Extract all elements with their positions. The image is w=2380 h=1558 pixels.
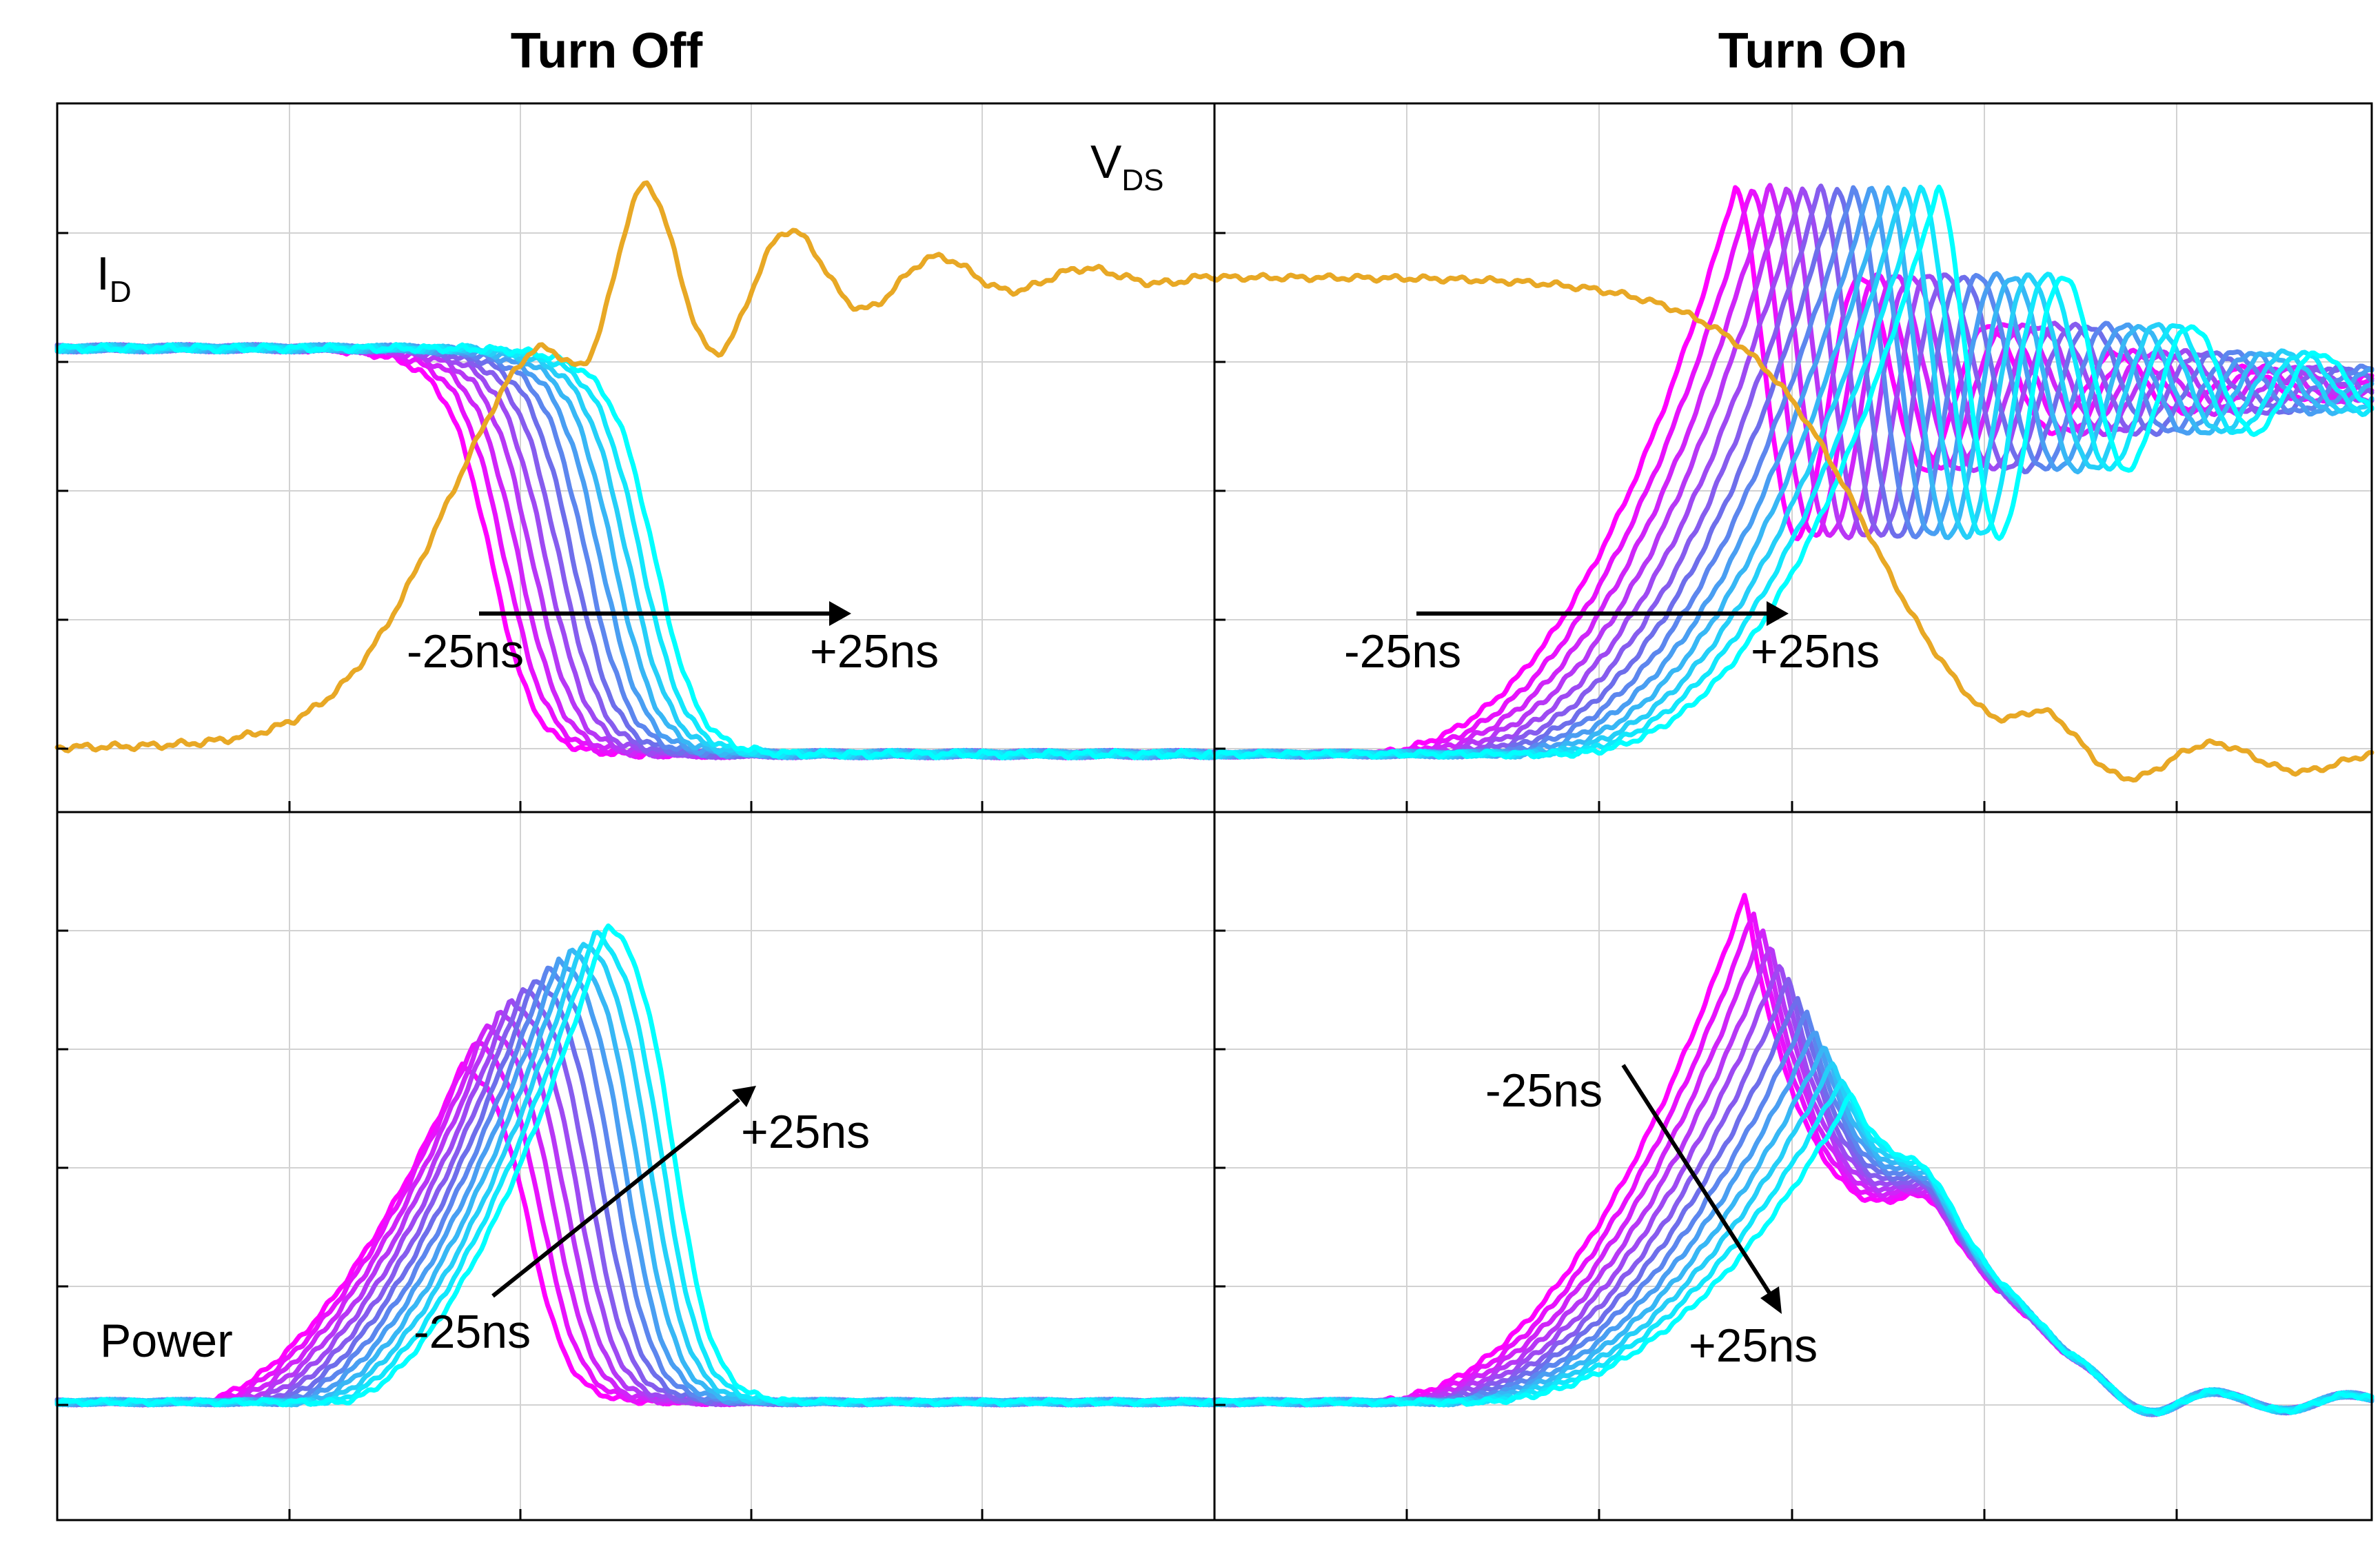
id-label-main: I (96, 247, 110, 300)
sweep-end-bottom-right: +25ns (1689, 1319, 1818, 1372)
power-turnon-trace-12 (1212, 1092, 2374, 1417)
arrowhead-top-left (829, 601, 851, 626)
vds-label-sub: DS (1121, 163, 1163, 197)
id-label: ID (96, 247, 132, 309)
sweep-arrow-bottom-left (491, 1097, 740, 1298)
arrowhead-top-right (1767, 601, 1789, 626)
panel-frames (56, 102, 2373, 1521)
vds-label: VDS (1090, 136, 1163, 197)
id-turnoff-trace-12 (54, 342, 1217, 760)
sweep-start-top-right: -25ns (1344, 625, 1461, 678)
traces (54, 180, 2374, 1417)
title-turn-off: Turn Off (511, 23, 704, 79)
power-label: Power (100, 1315, 233, 1367)
id-turnon-trace-9 (1212, 185, 2374, 760)
sweep-start-top-left: -25ns (407, 625, 524, 678)
sweep-end-bottom-left: +25ns (741, 1106, 870, 1158)
sweep-start-bottom-left: -25ns (414, 1306, 531, 1358)
sweep-start-bottom-right: -25ns (1485, 1064, 1603, 1117)
panel-frame-3 (1213, 811, 2373, 1521)
id-turnon-trace-12 (1212, 184, 2374, 760)
arrowhead-bottom-left (732, 1086, 756, 1107)
title-turn-on: Turn On (1718, 23, 1908, 79)
vds-turnoff-trace (54, 180, 1217, 753)
arrowhead-bottom-right (1760, 1286, 1782, 1314)
id-turnoff-trace-8 (54, 342, 1217, 760)
sweep-arrow-bottom-right (1621, 1064, 1773, 1297)
sweep-end-top-right: +25ns (1751, 625, 1880, 678)
vds-turnon-trace (1212, 272, 2374, 783)
vds-label-main: V (1090, 136, 1122, 188)
sweep-end-top-left: +25ns (810, 625, 939, 678)
panel-frame-0 (56, 102, 1216, 813)
id-label-sub: D (110, 275, 132, 309)
power-turnoff-trace-12 (54, 923, 1217, 1408)
